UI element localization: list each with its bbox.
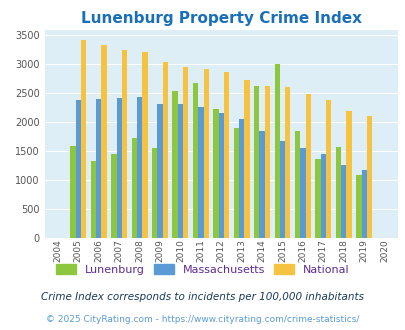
Bar xyxy=(198,107,203,238)
Bar xyxy=(177,104,183,238)
Bar xyxy=(101,45,107,238)
Bar xyxy=(254,86,259,238)
Bar xyxy=(172,91,177,238)
Bar xyxy=(279,141,284,238)
Legend: Lunenburg, Massachusetts, National: Lunenburg, Massachusetts, National xyxy=(52,260,353,279)
Bar xyxy=(122,50,127,238)
Bar xyxy=(152,148,157,238)
Bar xyxy=(81,40,86,238)
Bar xyxy=(218,113,224,238)
Bar xyxy=(192,83,198,238)
Bar xyxy=(284,87,290,238)
Bar xyxy=(366,116,371,238)
Bar xyxy=(340,165,345,238)
Text: © 2025 CityRating.com - https://www.cityrating.com/crime-statistics/: © 2025 CityRating.com - https://www.city… xyxy=(46,315,359,324)
Bar xyxy=(264,86,269,238)
Title: Lunenburg Property Crime Index: Lunenburg Property Crime Index xyxy=(81,11,361,26)
Bar xyxy=(224,72,229,238)
Text: Crime Index corresponds to incidents per 100,000 inhabitants: Crime Index corresponds to incidents per… xyxy=(41,292,364,302)
Bar xyxy=(345,111,351,238)
Bar xyxy=(131,138,136,238)
Bar xyxy=(294,131,300,238)
Bar xyxy=(315,159,320,238)
Bar xyxy=(75,100,81,238)
Bar xyxy=(325,100,330,238)
Bar xyxy=(355,175,360,238)
Bar xyxy=(162,62,168,238)
Bar xyxy=(335,147,340,238)
Bar xyxy=(244,80,249,238)
Bar xyxy=(360,170,366,238)
Bar xyxy=(96,99,101,238)
Bar xyxy=(183,67,188,238)
Bar xyxy=(91,161,96,238)
Bar xyxy=(203,69,208,238)
Bar xyxy=(239,119,244,238)
Bar xyxy=(274,64,279,238)
Bar xyxy=(305,94,310,238)
Bar xyxy=(70,147,75,238)
Bar xyxy=(157,104,162,238)
Bar xyxy=(111,154,116,238)
Bar xyxy=(116,98,121,238)
Bar xyxy=(300,148,305,238)
Bar xyxy=(136,97,142,238)
Bar xyxy=(142,52,147,238)
Bar xyxy=(259,131,264,238)
Bar xyxy=(233,128,239,238)
Bar xyxy=(213,109,218,238)
Bar xyxy=(320,154,325,238)
